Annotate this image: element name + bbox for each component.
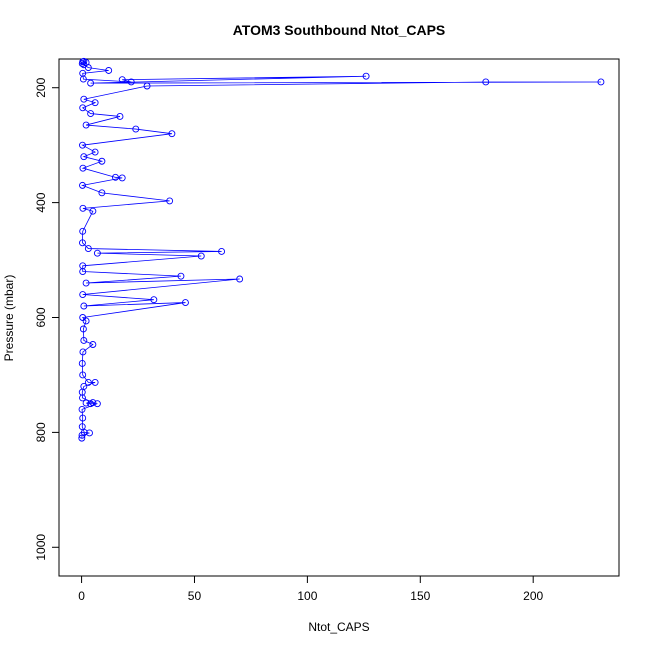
- data-point: [78, 360, 86, 367]
- data-point: [84, 378, 92, 386]
- x-tick-label: 100: [297, 589, 317, 603]
- data-point: [98, 157, 106, 165]
- data-point: [79, 164, 87, 172]
- y-tick-label: 400: [34, 192, 48, 212]
- data-point: [362, 72, 370, 80]
- data-point: [86, 429, 93, 437]
- data-point: [116, 112, 124, 120]
- data-point: [79, 104, 87, 112]
- series-line: [81, 60, 601, 439]
- data-point: [79, 325, 87, 333]
- data-point: [150, 296, 158, 304]
- data-point: [98, 189, 106, 197]
- data-point: [80, 95, 88, 103]
- data-point: [482, 78, 490, 86]
- data-point: [93, 400, 101, 408]
- data-point: [79, 371, 87, 379]
- data-point: [79, 291, 87, 298]
- data-point: [78, 405, 86, 413]
- data-point: [79, 414, 87, 422]
- data-point: [80, 57, 88, 65]
- data-point: [127, 78, 135, 86]
- x-axis-label: Ntot_CAPS: [308, 620, 369, 634]
- data-point: [78, 423, 86, 431]
- data-point: [89, 207, 97, 215]
- data-point: [182, 299, 189, 307]
- x-axis: 0 50 100 150 200: [78, 575, 544, 603]
- y-tick-label: 200: [34, 77, 48, 97]
- x-tick-label: 150: [410, 589, 430, 603]
- data-point: [80, 153, 88, 161]
- data-point: [79, 181, 86, 189]
- data-point: [79, 141, 86, 149]
- data-point: [80, 337, 88, 344]
- data-point: [118, 76, 126, 84]
- data-point: [82, 399, 90, 407]
- data-point: [166, 197, 174, 205]
- plot-frame: [58, 58, 620, 577]
- data-point: [105, 67, 113, 74]
- data-point: [79, 204, 87, 212]
- data-point: [80, 382, 88, 390]
- series-layer: [78, 57, 605, 442]
- data-point: [91, 99, 99, 107]
- data-point: [118, 174, 126, 182]
- data-point: [89, 341, 97, 348]
- x-tick-label: 0: [78, 589, 85, 603]
- data-point: [79, 69, 87, 77]
- chart-title: ATOM3 Southbound Ntot_CAPS: [233, 22, 446, 38]
- data-point: [84, 245, 92, 253]
- data-point: [218, 247, 226, 255]
- data-point: [143, 82, 151, 90]
- data-point: [79, 262, 87, 270]
- y-tick-label: 600: [34, 307, 48, 327]
- data-point: [91, 148, 99, 156]
- data-point: [168, 130, 176, 138]
- data-point: [78, 434, 86, 442]
- x-tick-label: 200: [523, 589, 543, 603]
- data-point: [79, 239, 86, 247]
- data-point: [79, 227, 87, 235]
- data-point: [197, 252, 205, 260]
- y-tick-label: 1000: [34, 534, 48, 561]
- data-point: [177, 272, 185, 280]
- data-point: [89, 399, 97, 406]
- data-point: [112, 173, 119, 181]
- data-point: [236, 275, 244, 283]
- x-tick-label: 50: [188, 589, 202, 603]
- data-point: [79, 348, 87, 356]
- data-point: [87, 79, 95, 87]
- data-point: [597, 78, 605, 86]
- data-point: [132, 125, 140, 133]
- data-point: [87, 110, 95, 118]
- data-point: [91, 378, 99, 386]
- data-point: [93, 249, 101, 257]
- data-point: [80, 302, 88, 310]
- data-point: [82, 279, 90, 287]
- data-point: [79, 314, 87, 321]
- y-tick-label: 800: [34, 422, 48, 442]
- y-axis-label: Pressure (mbar): [2, 275, 16, 362]
- y-axis: 200 400 600 800 1000: [34, 77, 60, 561]
- data-point: [82, 121, 90, 129]
